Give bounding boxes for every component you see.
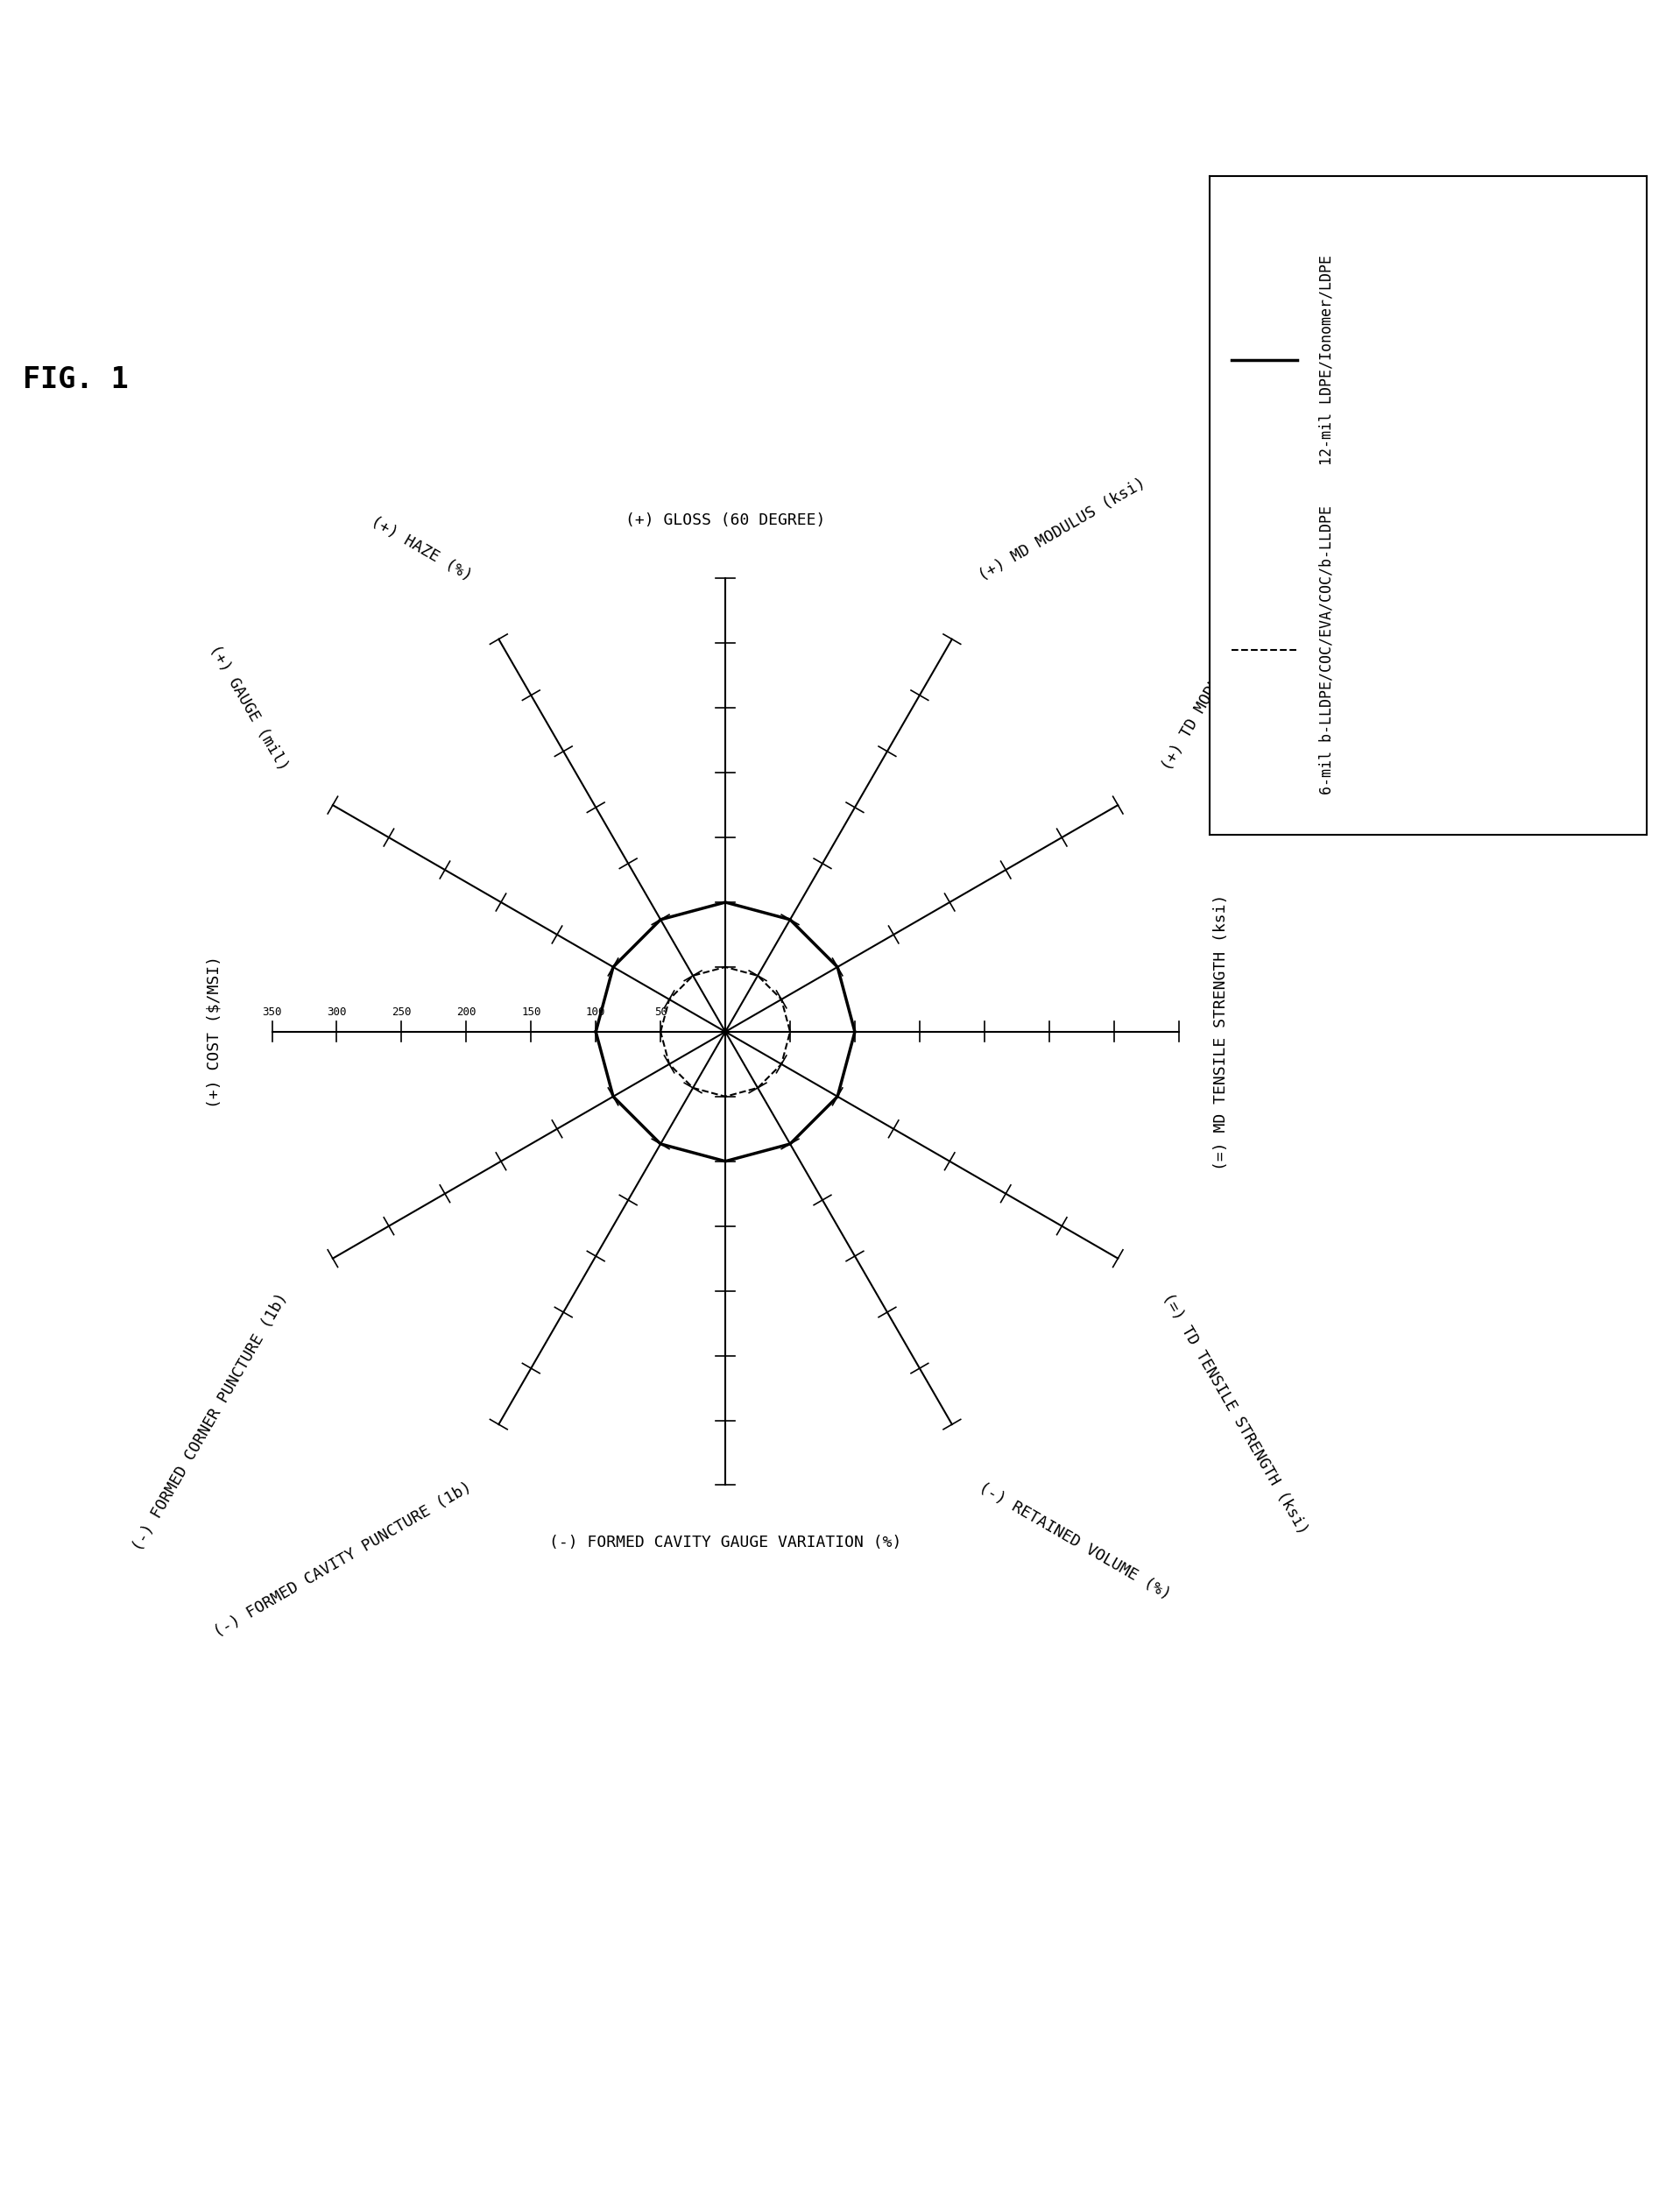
Text: (=) TD TENSILE STRENGTH (ksi): (=) TD TENSILE STRENGTH (ksi) (1159, 1291, 1310, 1537)
Text: (-) FORMED CAVITY GAUGE VARIATION (%): (-) FORMED CAVITY GAUGE VARIATION (%) (549, 1535, 902, 1550)
Text: 350: 350 (262, 1006, 282, 1019)
Text: 6-mil b-LLDPE/COC/EVA/COC/b-LLDPE: 6-mil b-LLDPE/COC/EVA/COC/b-LLDPE (1319, 505, 1334, 795)
Text: 200: 200 (457, 1006, 475, 1019)
Text: (+) HAZE (%): (+) HAZE (%) (368, 514, 475, 584)
Text: (-) FORMED CAVITY PUNCTURE (1b): (-) FORMED CAVITY PUNCTURE (1b) (212, 1480, 475, 1640)
Text: (-) FORMED CORNER PUNCTURE (1b): (-) FORMED CORNER PUNCTURE (1b) (129, 1291, 291, 1555)
Text: (+) GAUGE (mil): (+) GAUGE (mil) (207, 641, 291, 773)
Text: (+) MD MODULUS (ksi): (+) MD MODULUS (ksi) (976, 474, 1149, 584)
Text: (=) MD TENSILE STRENGTH (ksi): (=) MD TENSILE STRENGTH (ksi) (1213, 894, 1228, 1170)
Text: (+) GLOSS (60 DEGREE): (+) GLOSS (60 DEGREE) (625, 514, 825, 529)
Text: 250: 250 (391, 1006, 412, 1019)
Text: 12-mil LDPE/Ionomer/LDPE: 12-mil LDPE/Ionomer/LDPE (1319, 255, 1334, 466)
Text: FIG. 1: FIG. 1 (22, 365, 128, 395)
Text: 300: 300 (328, 1006, 346, 1019)
Text: (+) TD MODULUS (ksi): (+) TD MODULUS (ksi) (1159, 600, 1268, 773)
Text: 100: 100 (586, 1006, 606, 1019)
Text: (-) RETAINED VOLUME (%): (-) RETAINED VOLUME (%) (976, 1480, 1173, 1603)
Text: 150: 150 (521, 1006, 541, 1019)
Text: (+) COST ($/MSI): (+) COST ($/MSI) (207, 955, 222, 1109)
Text: 50: 50 (654, 1006, 667, 1019)
